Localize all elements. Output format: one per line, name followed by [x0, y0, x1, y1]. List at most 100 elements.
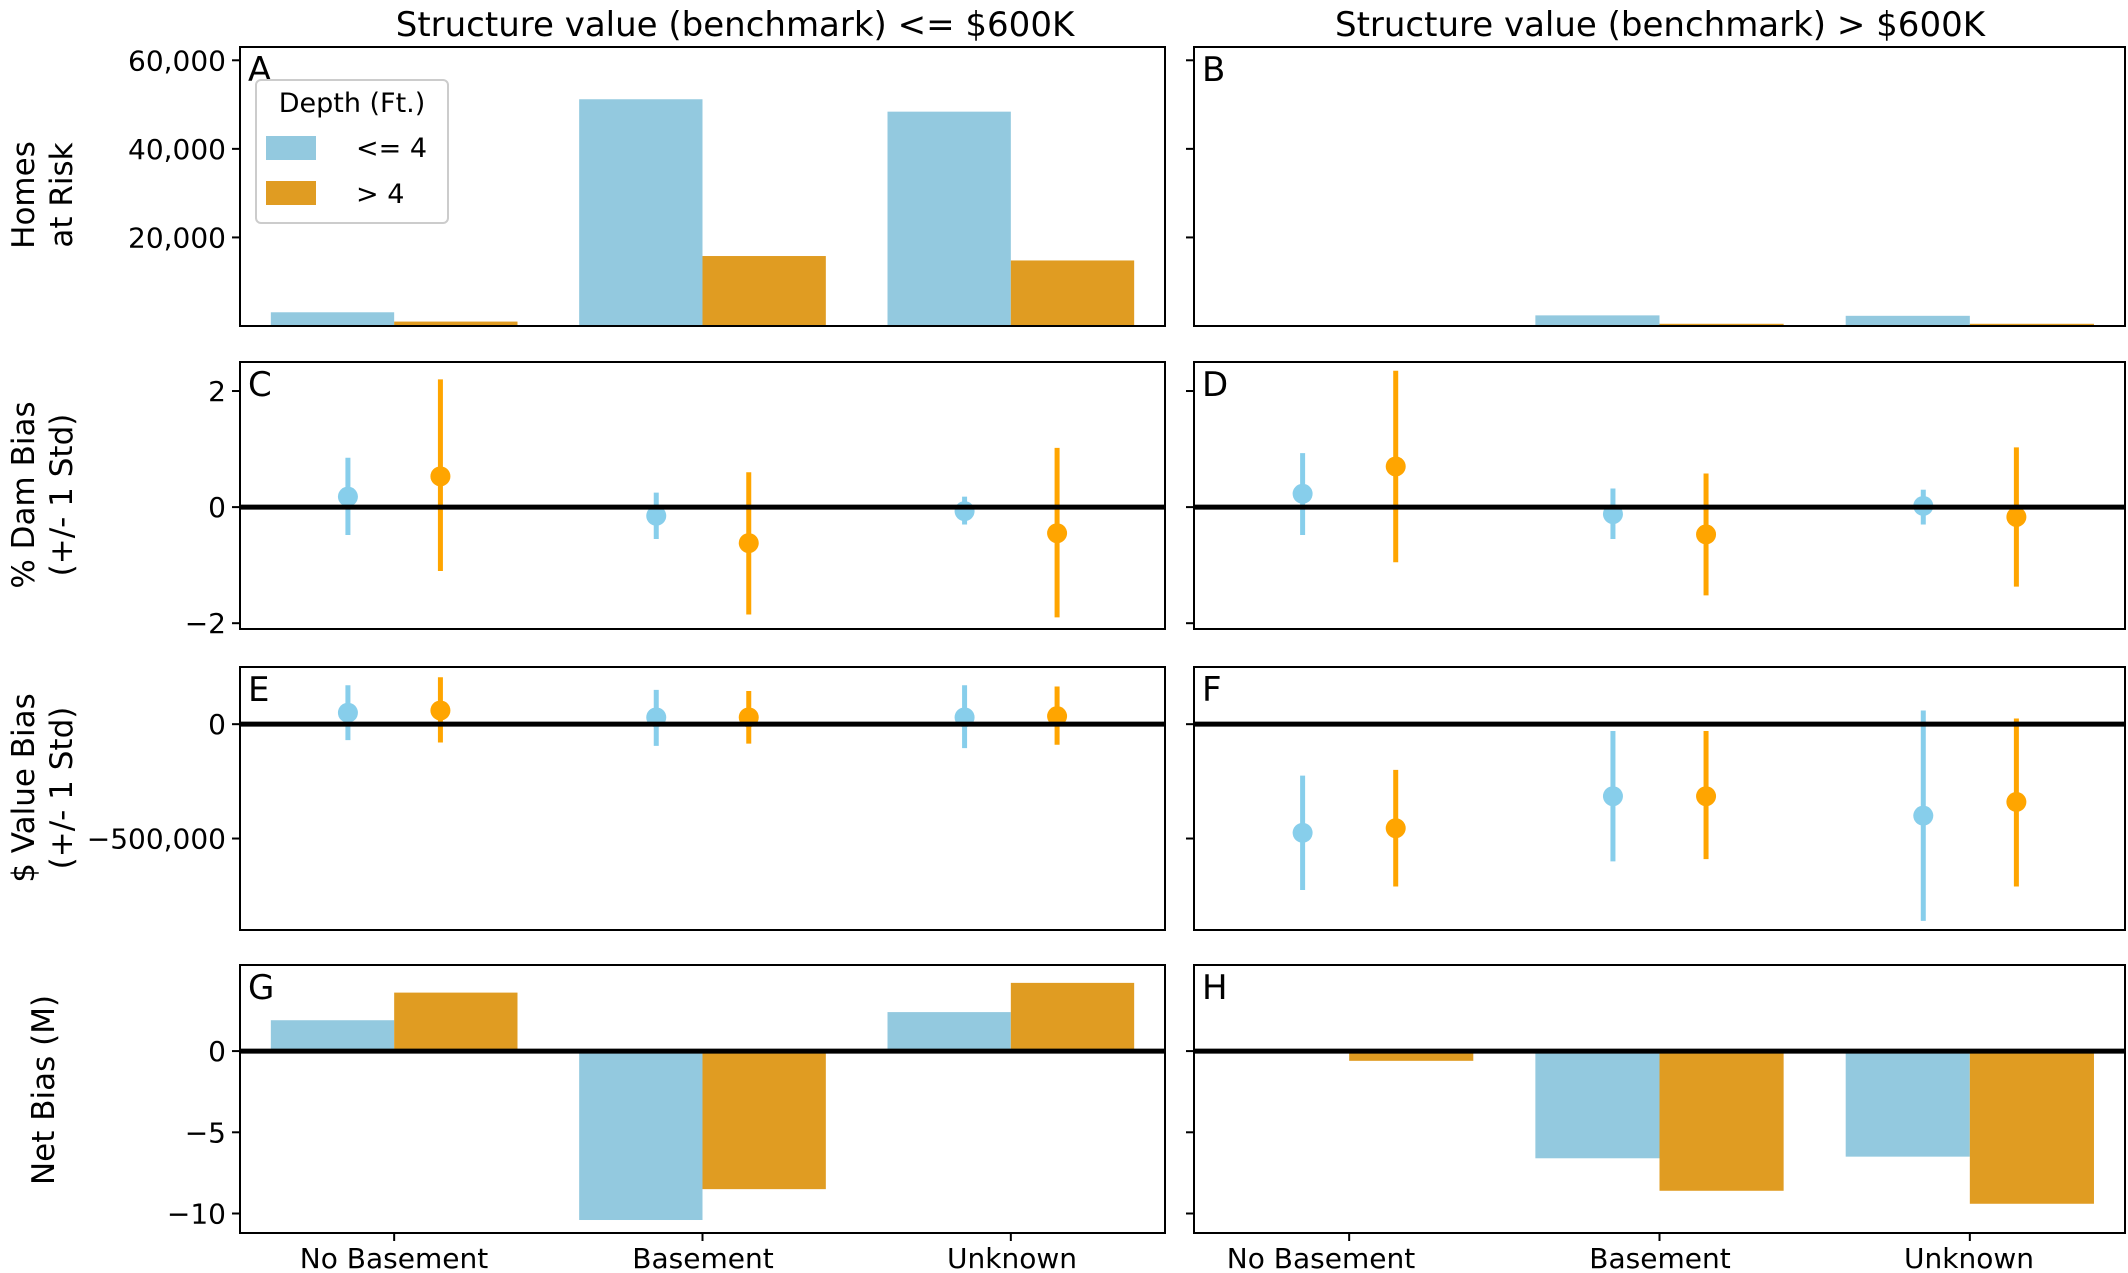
row-label-net-bias: Net Bias (M) [26, 995, 62, 1185]
bar-shallow [1845, 1051, 1970, 1157]
legend-label-shallow: <= 4 [356, 133, 427, 164]
legend-label-deep: > 4 [356, 179, 404, 210]
bar-deep [1659, 1051, 1784, 1191]
point-deep [1047, 523, 1068, 544]
x-axis-right-labels: No Basement Basement Unknown [1227, 1242, 2034, 1273]
point-deep [430, 700, 451, 721]
plot-area [337, 379, 1068, 618]
panel-letter: D [1202, 365, 1228, 405]
panel-b: B [1186, 46, 2126, 327]
panel-frame [239, 666, 1166, 931]
point-deep [2006, 506, 2027, 527]
row-label-line-1: Net Bias (M) [26, 995, 62, 1185]
panel-frame [239, 46, 1166, 327]
row-label-line-1: $ Value Bias [6, 693, 42, 883]
x-tick-label-unknown: Unknown [1904, 1242, 2034, 1273]
x-tick-label-no-basement: No Basement [1227, 1242, 1415, 1273]
panel-c: −2 0 2 C [185, 361, 1166, 640]
point-deep [1696, 524, 1717, 545]
panel-letter: G [248, 968, 274, 1008]
y-tick-label: 0 [208, 708, 226, 741]
bar-shallow [579, 99, 703, 326]
x-tick-label-basement: Basement [1589, 1242, 1730, 1273]
bar-shallow [1535, 1051, 1660, 1159]
y-tick-label: 2 [208, 375, 226, 408]
point-shallow [954, 501, 975, 522]
bar-deep [702, 1051, 826, 1190]
point-deep [2006, 791, 2027, 812]
y-tick-label: 0 [208, 491, 226, 524]
point-shallow [1913, 805, 1934, 826]
point-shallow [337, 486, 358, 507]
bar-shallow [887, 1012, 1011, 1052]
row-label-line-2: (+/- 1 Std) [44, 707, 80, 870]
panel-letter: F [1202, 670, 1222, 710]
bar-shallow [1845, 315, 1970, 326]
point-deep [1385, 456, 1406, 477]
bar-deep [394, 321, 518, 326]
panel-h: H [1186, 964, 2126, 1241]
column-title-right: Structure value (benchmark) > $600K [1335, 5, 1987, 45]
bar-deep [394, 992, 518, 1052]
y-tick-label: −2 [185, 607, 226, 640]
plot-area [1292, 370, 2027, 596]
panel-e: −500,000 0E [87, 666, 1166, 931]
panel-d: D [1186, 361, 2126, 630]
panel-frame [1193, 361, 2126, 630]
row-label-dam-bias: % Dam Bias (+/- 1 Std) [6, 401, 80, 588]
row-label-line-1: Homes [6, 141, 42, 249]
legend-title: Depth (Ft.) [279, 88, 426, 119]
row-label-homes-at-risk: Homes at Risk [6, 141, 80, 249]
plot-area [1292, 710, 2027, 921]
y-tick-label: −10 [167, 1198, 226, 1231]
row-label-line-2: at Risk [44, 142, 80, 247]
point-deep [1047, 706, 1068, 727]
legend: Depth (Ft.) <= 4 > 4 [255, 79, 449, 224]
panel-frame [1193, 46, 2126, 327]
plot-area [270, 982, 1135, 1221]
bar-shallow [887, 111, 1011, 326]
x-tick-label-basement: Basement [632, 1242, 773, 1273]
bar-shallow [579, 1051, 703, 1221]
point-deep [1385, 818, 1406, 839]
panel-letter: H [1202, 968, 1228, 1008]
y-tick-label: 60,000 [128, 44, 226, 77]
plot-area [1349, 1051, 2094, 1204]
row-label-line-1: % Dam Bias [6, 401, 42, 588]
row-label-value-bias: $ Value Bias (+/- 1 Std) [6, 693, 80, 883]
bar-shallow [1535, 315, 1660, 326]
y-tick-label: 20,000 [128, 221, 226, 254]
legend-swatch-shallow [266, 136, 316, 160]
plot-area [1535, 315, 2094, 326]
panel-f: F [1186, 666, 2126, 931]
bar-deep [1969, 323, 2094, 326]
bar-deep [1010, 982, 1135, 1052]
panel-letter: C [248, 365, 272, 405]
plot-area [270, 99, 1135, 326]
point-shallow [1292, 822, 1313, 843]
point-deep [1696, 786, 1717, 807]
bar-shallow [270, 312, 395, 326]
x-tick-label-no-basement: No Basement [300, 1242, 488, 1273]
row-label-line-2: (+/- 1 Std) [44, 414, 80, 577]
panel-frame [1193, 666, 2126, 931]
y-tick-label: 0 [208, 1035, 226, 1068]
legend-swatch-deep [266, 181, 316, 205]
point-deep [430, 466, 451, 487]
x-tick-label-unknown: Unknown [947, 1242, 1077, 1273]
panel-frame [239, 361, 1166, 630]
point-shallow [337, 702, 358, 723]
x-axis-left-labels: No Basement Basement Unknown [300, 1242, 1077, 1273]
bar-deep [1010, 260, 1135, 326]
point-shallow [1602, 786, 1623, 807]
panel-letter: E [248, 670, 269, 710]
point-deep [738, 533, 759, 554]
y-tick-label: 40,000 [128, 133, 226, 166]
point-shallow [1292, 483, 1313, 504]
bar-shallow [270, 1020, 395, 1052]
bar-deep [1969, 1051, 2094, 1204]
bar-deep [1659, 323, 1784, 326]
